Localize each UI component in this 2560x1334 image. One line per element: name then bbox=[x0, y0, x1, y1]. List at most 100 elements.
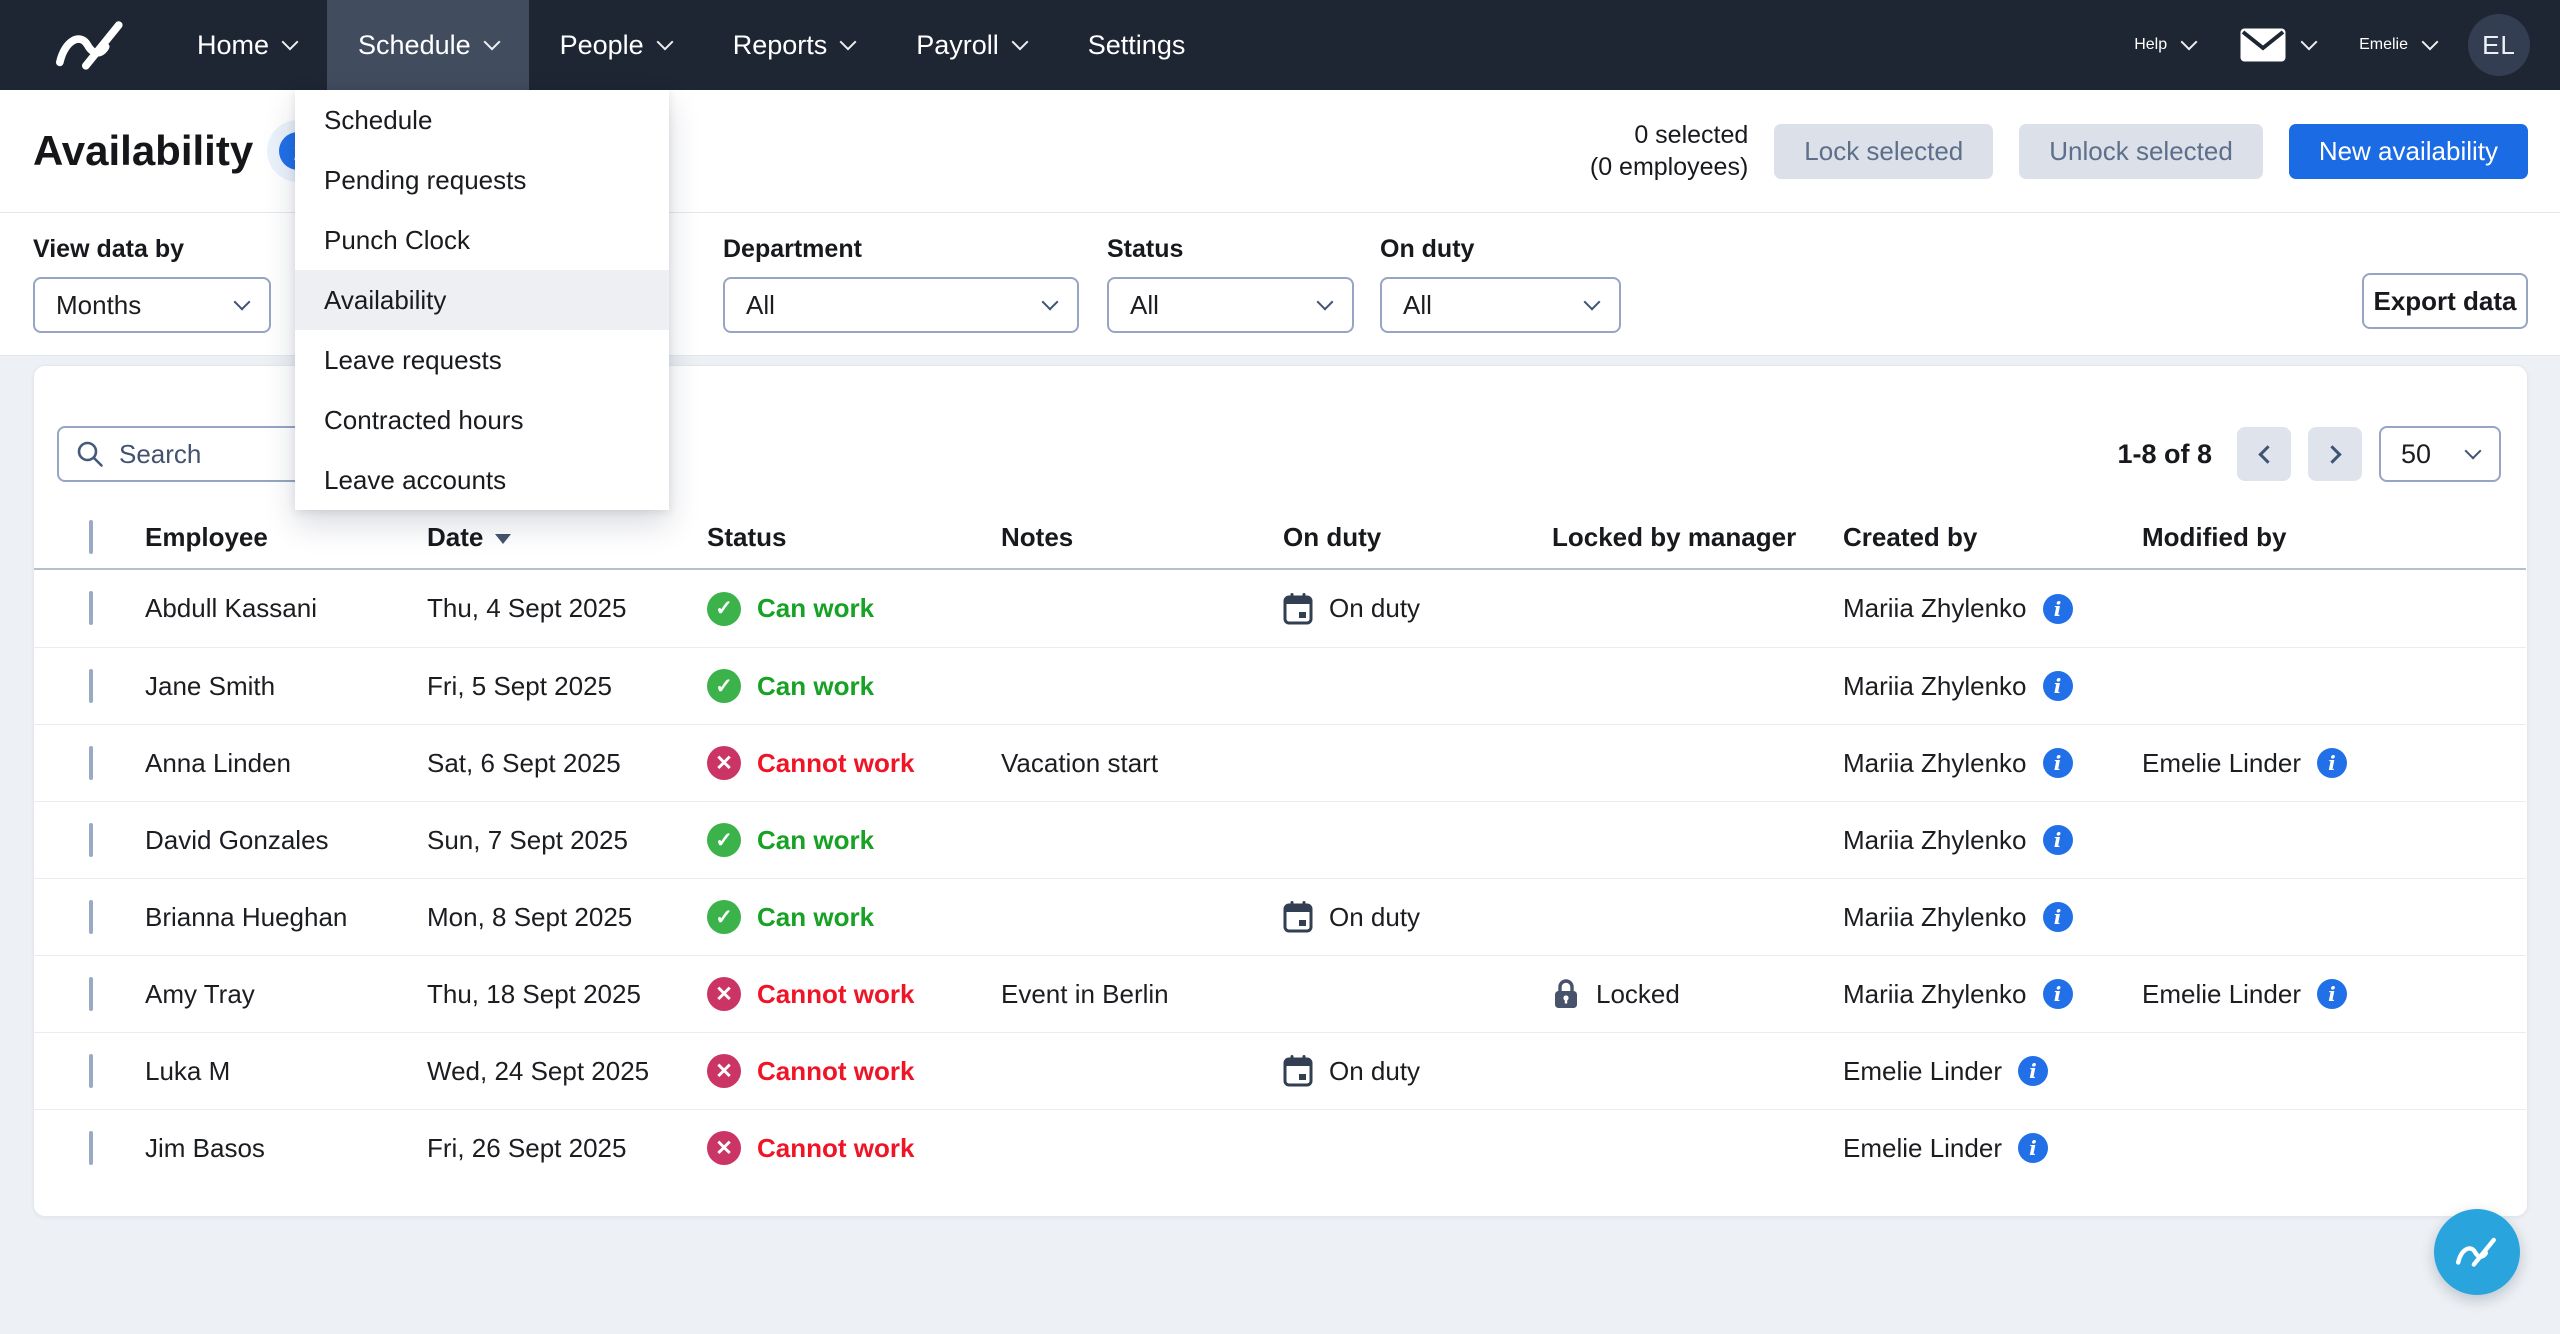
column-header-on-duty: On duty bbox=[1283, 522, 1382, 552]
modified-by-name: Emelie Linder bbox=[2142, 978, 2301, 1009]
info-icon[interactable]: i bbox=[2042, 748, 2073, 778]
table-row: Anna Linden Sat, 6 Sept 2025 ✕ Cannot work V… bbox=[34, 724, 2526, 801]
avatar[interactable]: EL bbox=[2468, 14, 2530, 76]
selected-summary: 0 selected (0 employees) bbox=[1590, 119, 1748, 183]
status-cell: ✓ Can work bbox=[707, 591, 1001, 626]
row-checkbox[interactable] bbox=[89, 1130, 93, 1165]
chevron-down-icon bbox=[1583, 293, 1601, 310]
row-checkbox[interactable] bbox=[89, 591, 93, 625]
on-duty-select[interactable]: All bbox=[1380, 277, 1621, 333]
status-label: Can work bbox=[757, 593, 875, 623]
row-checkbox[interactable] bbox=[89, 899, 93, 934]
can-work-icon: ✓ bbox=[707, 669, 741, 703]
pagination: 1-8 of 8 50 bbox=[2117, 426, 2501, 482]
date-cell: Sun, 7 Sept 2025 bbox=[427, 824, 628, 855]
menu-item-leave-requests[interactable]: Leave requests bbox=[324, 344, 502, 375]
created-by-cell: Mariia Zhylenko i bbox=[1843, 825, 2142, 856]
help-menu[interactable]: Help bbox=[2122, 33, 2207, 54]
column-header-date[interactable]: Date bbox=[427, 522, 707, 553]
nav-item-home[interactable]: Home bbox=[166, 0, 327, 90]
on-duty-cell: On duty bbox=[1283, 1055, 1552, 1087]
info-icon[interactable]: i bbox=[2042, 979, 2073, 1009]
menu-item-punch-clock[interactable]: Punch Clock bbox=[324, 224, 470, 255]
header-actions: 0 selected (0 employees) Lock selected U… bbox=[1590, 119, 2528, 183]
header-checkbox-cell bbox=[89, 520, 145, 554]
nav-item-reports[interactable]: Reports bbox=[702, 0, 886, 90]
status-select[interactable]: All bbox=[1107, 277, 1354, 333]
export-data-button[interactable]: Export data bbox=[2362, 273, 2528, 329]
status-cell: ✕ Cannot work bbox=[707, 746, 1001, 780]
chevron-down-icon bbox=[1316, 293, 1334, 310]
info-icon[interactable]: i bbox=[2042, 902, 2073, 932]
employee-cell: Brianna Hueghan bbox=[145, 901, 348, 932]
menu-item-leave-accounts[interactable]: Leave accounts bbox=[324, 464, 507, 495]
nav-item-payroll[interactable]: Payroll bbox=[885, 0, 1057, 90]
table-row: Brianna Hueghan Mon, 8 Sept 2025 ✓ Can work… bbox=[34, 878, 2526, 955]
nav-right-cluster: Help Emelie EL bbox=[2122, 0, 2560, 90]
on-duty-cell: On duty bbox=[1283, 592, 1552, 625]
calendar-icon bbox=[1283, 592, 1313, 624]
nav-item-settings[interactable]: Settings bbox=[1057, 0, 1217, 90]
page-title: Availability bbox=[33, 127, 254, 174]
row-checkbox[interactable] bbox=[89, 668, 93, 703]
table-row: David Gonzales Sun, 7 Sept 2025 ✓ Can work M… bbox=[34, 801, 2526, 878]
user-menu[interactable]: Emelie bbox=[2347, 33, 2448, 54]
select-value: All bbox=[746, 289, 775, 320]
new-availability-button[interactable]: New availability bbox=[2288, 123, 2528, 179]
lock-selected-button[interactable]: Lock selected bbox=[1774, 123, 1994, 179]
locked-cell: Locked bbox=[1552, 978, 1843, 1010]
info-icon[interactable]: i bbox=[2017, 1133, 2048, 1163]
next-page-button[interactable] bbox=[2308, 427, 2362, 481]
department-select[interactable]: All bbox=[723, 277, 1079, 333]
user-name: Emelie bbox=[2359, 36, 2408, 53]
nav-item-schedule[interactable]: Schedule bbox=[327, 0, 529, 90]
info-icon[interactable]: i bbox=[2316, 979, 2347, 1009]
info-icon[interactable]: i bbox=[2042, 593, 2073, 624]
modified-by-cell: Emelie Linder i bbox=[2142, 979, 2526, 1010]
filter-label: On duty bbox=[1380, 235, 1475, 263]
info-icon[interactable]: i bbox=[2316, 748, 2347, 778]
page-size-value: 50 bbox=[2401, 438, 2432, 469]
table-row: Jim Basos Fri, 26 Sept 2025 ✕ Cannot work Em… bbox=[34, 1109, 2526, 1186]
select-value: Months bbox=[56, 289, 142, 320]
status-label: Cannot work bbox=[757, 1132, 915, 1163]
info-icon[interactable]: i bbox=[2042, 825, 2073, 855]
modified-by-name: Emelie Linder bbox=[2142, 747, 2301, 778]
row-checkbox-cell bbox=[89, 976, 145, 1011]
planday-logo[interactable] bbox=[52, 0, 130, 90]
info-icon[interactable]: i bbox=[2042, 671, 2073, 701]
column-header-notes: Notes bbox=[1001, 522, 1074, 552]
unlock-selected-button[interactable]: Unlock selected bbox=[2019, 123, 2263, 179]
view-data-by-select[interactable]: Months bbox=[33, 277, 271, 333]
select-all-checkbox[interactable] bbox=[89, 520, 93, 554]
chevron-down-icon bbox=[1041, 293, 1059, 310]
date-cell: Fri, 5 Sept 2025 bbox=[427, 670, 612, 701]
menu-item-availability[interactable]: Availability bbox=[295, 270, 669, 330]
date-cell: Wed, 24 Sept 2025 bbox=[427, 1055, 650, 1086]
messages-menu[interactable] bbox=[2227, 27, 2327, 63]
menu-item-contracted-hours[interactable]: Contracted hours bbox=[324, 404, 524, 435]
row-checkbox[interactable] bbox=[89, 976, 93, 1011]
status-cell: ✕ Cannot work bbox=[707, 1131, 1001, 1165]
can-work-icon: ✓ bbox=[707, 591, 741, 626]
nav-item-label: Settings bbox=[1087, 29, 1186, 60]
nav-item-people[interactable]: People bbox=[529, 0, 702, 90]
row-checkbox[interactable] bbox=[89, 822, 93, 857]
page-size-select[interactable]: 50 bbox=[2379, 426, 2501, 482]
created-by-name: Mariia Zhylenko bbox=[1843, 901, 2027, 932]
table-header-row: Employee Date Status Notes On duty Locked by … bbox=[34, 507, 2526, 570]
row-checkbox[interactable] bbox=[89, 1053, 93, 1088]
menu-item-schedule[interactable]: Schedule bbox=[324, 104, 433, 135]
info-icon[interactable]: i bbox=[2017, 1056, 2048, 1086]
row-checkbox[interactable] bbox=[89, 745, 93, 780]
previous-page-button[interactable] bbox=[2237, 427, 2291, 481]
planday-fab-button[interactable] bbox=[2434, 1209, 2520, 1295]
status-cell: ✓ Can work bbox=[707, 823, 1001, 857]
nav-item-label: Schedule bbox=[358, 29, 471, 60]
column-header-modified-by: Modified by bbox=[2142, 522, 2287, 552]
row-checkbox-cell bbox=[89, 822, 145, 857]
menu-item-pending-requests[interactable]: Pending requests bbox=[324, 164, 527, 195]
table-row: Luka M Wed, 24 Sept 2025 ✕ Cannot work On du… bbox=[34, 1032, 2526, 1109]
created-by-cell: Mariia Zhylenko i bbox=[1843, 979, 2142, 1010]
mail-icon bbox=[2240, 28, 2286, 62]
